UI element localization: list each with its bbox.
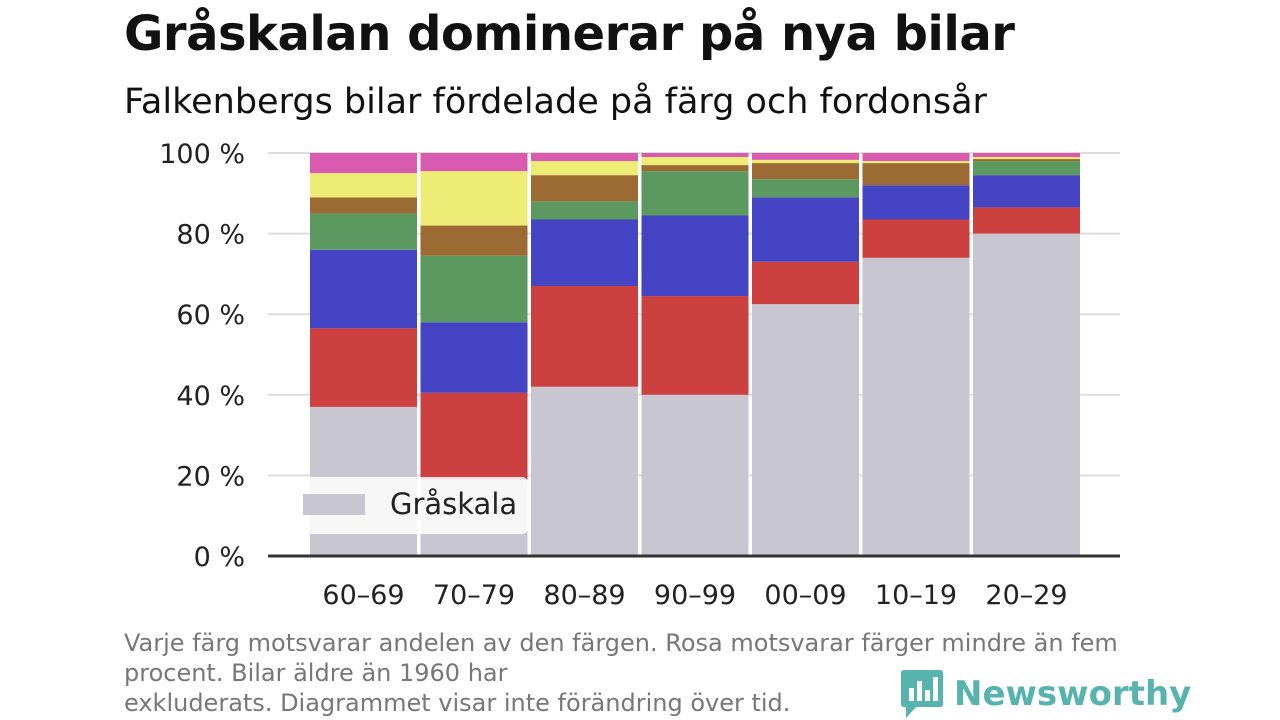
bar-segment xyxy=(531,219,638,286)
bar-segment xyxy=(420,392,528,480)
bar-segment xyxy=(420,225,528,256)
x-tick-label: 90–99 xyxy=(654,580,736,611)
bar-segment xyxy=(862,257,970,556)
x-tick-label: 20–29 xyxy=(985,580,1067,611)
chart-subtitle: Falkenbergs bilar fördelade på färg och … xyxy=(124,82,987,122)
bar-segment xyxy=(973,233,1080,556)
bar-segment xyxy=(862,153,970,162)
bar-segment xyxy=(310,197,417,214)
bar-segment xyxy=(752,304,859,556)
bar-segment xyxy=(973,175,1080,208)
bar-segment xyxy=(752,261,859,305)
chart-footnote: Varje färg motsvarar andelen av den färg… xyxy=(124,628,1134,718)
bar-segment xyxy=(641,215,749,297)
x-tick-label: 60–69 xyxy=(322,580,404,611)
bar-segment xyxy=(531,386,638,556)
legend-label: Gråskala xyxy=(390,487,517,521)
bar-segment xyxy=(862,163,970,186)
bar-segment xyxy=(752,179,859,198)
bar-segment xyxy=(531,175,638,202)
y-tick-label: 20 % xyxy=(176,461,245,492)
x-tick-label: 70–79 xyxy=(433,580,515,611)
bar-segment xyxy=(973,157,1080,160)
bar-segment xyxy=(310,173,417,198)
bar-segment xyxy=(973,207,1080,234)
x-tick-label: 10–19 xyxy=(875,580,957,611)
brand-name: Newsworthy xyxy=(954,674,1192,714)
bar-segment xyxy=(862,185,970,220)
y-tick-label: 60 % xyxy=(176,300,245,331)
x-tick-label: 80–89 xyxy=(543,580,625,611)
bar-segment xyxy=(641,394,749,556)
bar-segment xyxy=(973,153,1080,158)
bar-segment xyxy=(862,161,970,164)
brand-logo: Newsworthy xyxy=(900,668,1191,720)
bar-segment xyxy=(420,255,528,323)
y-tick-label: 0 % xyxy=(194,542,245,573)
bar-segment xyxy=(310,328,417,407)
legend-swatch xyxy=(303,494,365,515)
bar-segment xyxy=(641,157,749,166)
bar-segment xyxy=(310,249,417,329)
bar-chart-speech-bubble-icon xyxy=(901,670,943,718)
bar-segment xyxy=(531,153,638,162)
bar-segment xyxy=(420,171,528,226)
bar-segment xyxy=(973,159,1080,162)
bar-segment xyxy=(641,165,749,172)
bar-segment xyxy=(641,171,749,216)
y-tick-label: 40 % xyxy=(176,381,245,412)
bar-segment xyxy=(420,153,528,172)
bar-segment xyxy=(973,161,1080,176)
bar-segment xyxy=(310,153,417,174)
y-tick-label: 80 % xyxy=(176,220,245,251)
x-tick-label: 00–09 xyxy=(764,580,846,611)
bar-segment xyxy=(420,322,528,393)
y-tick-label: 100 % xyxy=(159,139,245,170)
bar-segment xyxy=(641,296,749,395)
footnote-line-2: exkluderats. Diagrammet visar inte förän… xyxy=(124,689,791,717)
chart-title: Gråskalan dominerar på nya bilar xyxy=(124,6,1015,62)
bar-segment xyxy=(752,197,859,262)
bar-segment xyxy=(752,153,859,160)
footnote-line-1: Varje färg motsvarar andelen av den färg… xyxy=(124,629,1118,687)
bar-segment xyxy=(752,159,859,164)
bar-segment xyxy=(862,219,970,258)
legend-box xyxy=(288,477,528,534)
bar-segment xyxy=(531,285,638,387)
bar-segment xyxy=(752,163,859,180)
bar-segment xyxy=(310,213,417,250)
bar-segment xyxy=(531,161,638,176)
bar-segment xyxy=(531,201,638,220)
bar-segment xyxy=(641,153,749,158)
